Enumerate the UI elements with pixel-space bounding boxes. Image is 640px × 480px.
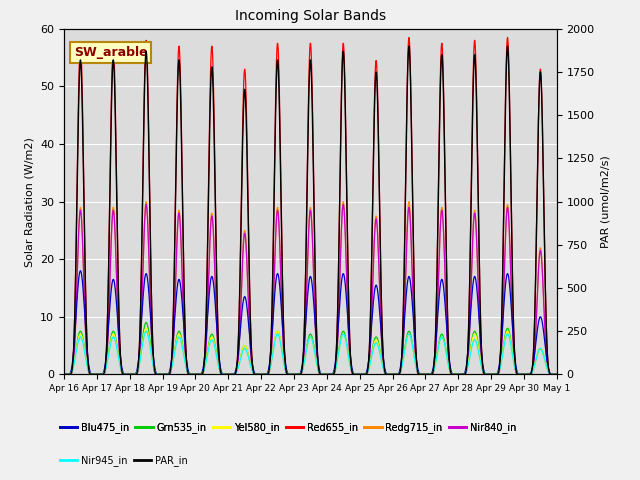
- Nir945_in: [142, 328, 150, 334]
- Nir945_in: [553, 372, 561, 377]
- PAR_in: [490, 372, 498, 377]
- Y-axis label: PAR (umol/m2/s): PAR (umol/m2/s): [600, 155, 610, 248]
- PAR_in: [146, 183, 154, 189]
- Blu475_in: [271, 294, 278, 300]
- Nir840_in: [142, 202, 150, 207]
- Redg715_in: [142, 199, 150, 204]
- Nir840_in: [146, 278, 154, 284]
- Line: Nir945_in: Nir945_in: [64, 331, 557, 374]
- Title: Incoming Solar Bands: Incoming Solar Bands: [235, 10, 386, 24]
- PAR_in: [116, 349, 124, 355]
- Red655_in: [249, 366, 257, 372]
- Nir840_in: [116, 360, 124, 365]
- Red655_in: [146, 176, 154, 182]
- Yel580_in: [553, 372, 561, 377]
- Line: Yel580_in: Yel580_in: [64, 328, 557, 374]
- Nir840_in: [250, 370, 257, 375]
- Redg715_in: [146, 276, 154, 282]
- Blu475_in: [77, 268, 84, 274]
- Y-axis label: Solar Radiation (W/m2): Solar Radiation (W/m2): [24, 137, 35, 266]
- Grn535_in: [250, 369, 257, 375]
- Grn535_in: [146, 335, 154, 341]
- Nir840_in: [490, 372, 498, 377]
- Blu475_in: [543, 359, 551, 365]
- Line: Nir840_in: Nir840_in: [64, 204, 557, 374]
- PAR_in: [543, 349, 551, 355]
- Legend: Nir945_in, PAR_in: Nir945_in, PAR_in: [56, 452, 192, 470]
- Nir945_in: [490, 372, 498, 377]
- PAR_in: [271, 182, 278, 188]
- Yel580_in: [543, 366, 551, 372]
- Line: Grn535_in: Grn535_in: [64, 323, 557, 374]
- Yel580_in: [146, 339, 154, 345]
- Redg715_in: [553, 372, 561, 377]
- Blu475_in: [490, 372, 498, 377]
- Redg715_in: [271, 265, 278, 271]
- PAR_in: [553, 372, 561, 377]
- Grn535_in: [142, 320, 150, 325]
- Redg715_in: [543, 362, 551, 368]
- Blu475_in: [250, 365, 257, 371]
- Nir945_in: [60, 372, 68, 377]
- Line: Red655_in: Red655_in: [64, 37, 557, 374]
- Redg715_in: [250, 370, 257, 375]
- Grn535_in: [271, 338, 278, 344]
- Yel580_in: [250, 369, 257, 375]
- Grn535_in: [60, 372, 68, 377]
- Grn535_in: [553, 372, 561, 377]
- Nir945_in: [271, 341, 278, 347]
- Nir840_in: [543, 362, 551, 368]
- Blu475_in: [116, 353, 124, 359]
- PAR_in: [504, 43, 511, 49]
- Grn535_in: [116, 362, 124, 368]
- Blu475_in: [146, 300, 154, 306]
- Line: Redg715_in: Redg715_in: [64, 202, 557, 374]
- Yel580_in: [60, 372, 68, 377]
- Red655_in: [116, 348, 124, 354]
- Line: Blu475_in: Blu475_in: [64, 271, 557, 374]
- Nir945_in: [543, 366, 551, 372]
- PAR_in: [249, 367, 257, 372]
- Red655_in: [271, 172, 278, 178]
- Yel580_in: [142, 325, 150, 331]
- Red655_in: [60, 372, 68, 377]
- Red655_in: [543, 349, 551, 355]
- Redg715_in: [116, 360, 124, 365]
- Yel580_in: [271, 338, 278, 344]
- Nir840_in: [553, 372, 561, 377]
- Redg715_in: [60, 372, 68, 377]
- Line: PAR_in: PAR_in: [64, 46, 557, 374]
- Nir945_in: [116, 363, 124, 369]
- Redg715_in: [490, 372, 498, 377]
- Yel580_in: [490, 372, 498, 377]
- Grn535_in: [543, 366, 551, 372]
- Blu475_in: [553, 372, 561, 377]
- Nir945_in: [250, 370, 257, 375]
- Text: SW_arable: SW_arable: [74, 46, 147, 59]
- Red655_in: [553, 372, 561, 377]
- PAR_in: [60, 372, 68, 377]
- Nir840_in: [271, 267, 278, 273]
- Nir945_in: [146, 341, 154, 347]
- Blu475_in: [60, 372, 68, 377]
- Legend: Blu475_in, Grn535_in, Yel580_in, Red655_in, Redg715_in, Nir840_in: Blu475_in, Grn535_in, Yel580_in, Red655_…: [56, 418, 520, 437]
- Red655_in: [504, 35, 511, 40]
- Grn535_in: [490, 372, 498, 377]
- Nir840_in: [60, 372, 68, 377]
- Red655_in: [490, 372, 498, 377]
- Yel580_in: [116, 363, 124, 369]
